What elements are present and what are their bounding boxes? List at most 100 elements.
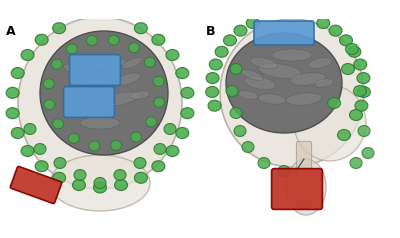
Ellipse shape <box>329 25 342 36</box>
Ellipse shape <box>362 148 374 159</box>
Ellipse shape <box>242 142 254 153</box>
Ellipse shape <box>44 100 55 110</box>
Ellipse shape <box>51 59 62 69</box>
FancyBboxPatch shape <box>64 87 114 117</box>
Ellipse shape <box>21 145 34 157</box>
Ellipse shape <box>6 108 19 119</box>
Ellipse shape <box>72 179 86 191</box>
Ellipse shape <box>308 58 332 69</box>
Ellipse shape <box>134 23 147 34</box>
Ellipse shape <box>350 158 362 169</box>
Ellipse shape <box>176 68 189 79</box>
Ellipse shape <box>6 87 19 98</box>
Ellipse shape <box>230 64 242 74</box>
Ellipse shape <box>314 79 334 87</box>
Ellipse shape <box>111 140 122 150</box>
Ellipse shape <box>131 132 142 142</box>
Ellipse shape <box>144 57 155 67</box>
Ellipse shape <box>286 93 322 105</box>
Ellipse shape <box>34 144 46 154</box>
Ellipse shape <box>230 108 242 119</box>
Ellipse shape <box>114 179 128 191</box>
Ellipse shape <box>134 172 147 183</box>
Ellipse shape <box>181 87 194 98</box>
Ellipse shape <box>206 86 219 98</box>
Ellipse shape <box>154 144 166 154</box>
Ellipse shape <box>181 108 194 119</box>
Ellipse shape <box>53 23 66 34</box>
Ellipse shape <box>66 44 77 54</box>
Ellipse shape <box>128 43 140 53</box>
Ellipse shape <box>153 76 164 86</box>
Ellipse shape <box>114 169 126 180</box>
Ellipse shape <box>176 128 189 139</box>
Ellipse shape <box>250 57 278 69</box>
Ellipse shape <box>74 57 102 69</box>
Ellipse shape <box>68 133 80 143</box>
Ellipse shape <box>94 182 106 193</box>
Ellipse shape <box>208 100 221 111</box>
Ellipse shape <box>11 68 24 79</box>
Ellipse shape <box>86 35 97 45</box>
Ellipse shape <box>357 73 370 84</box>
Ellipse shape <box>74 169 86 180</box>
Ellipse shape <box>152 34 165 45</box>
Ellipse shape <box>328 98 340 109</box>
Ellipse shape <box>278 165 290 177</box>
Ellipse shape <box>146 117 157 127</box>
Ellipse shape <box>89 141 100 151</box>
Ellipse shape <box>54 158 66 169</box>
Ellipse shape <box>209 59 222 70</box>
Ellipse shape <box>50 155 150 211</box>
Ellipse shape <box>66 100 102 114</box>
Ellipse shape <box>164 124 176 134</box>
Ellipse shape <box>258 158 270 169</box>
Ellipse shape <box>258 94 286 104</box>
Ellipse shape <box>134 158 146 169</box>
Ellipse shape <box>258 63 302 79</box>
Ellipse shape <box>246 18 259 29</box>
FancyBboxPatch shape <box>70 55 120 85</box>
Text: A: A <box>6 25 16 38</box>
Ellipse shape <box>224 35 236 46</box>
Ellipse shape <box>21 50 34 60</box>
Ellipse shape <box>244 76 276 89</box>
Text: B: B <box>206 25 216 38</box>
Ellipse shape <box>40 31 168 155</box>
Ellipse shape <box>80 117 120 129</box>
Ellipse shape <box>166 145 179 157</box>
Ellipse shape <box>53 172 66 183</box>
Ellipse shape <box>234 125 246 137</box>
Ellipse shape <box>43 79 54 89</box>
Ellipse shape <box>342 64 354 74</box>
Ellipse shape <box>234 25 247 36</box>
Ellipse shape <box>346 44 358 55</box>
Ellipse shape <box>35 161 48 172</box>
Ellipse shape <box>348 46 361 57</box>
Ellipse shape <box>358 125 370 137</box>
Ellipse shape <box>357 86 370 98</box>
Ellipse shape <box>286 159 326 215</box>
Ellipse shape <box>290 73 326 85</box>
Ellipse shape <box>152 161 165 172</box>
Ellipse shape <box>226 33 342 133</box>
Ellipse shape <box>75 70 117 88</box>
Ellipse shape <box>154 97 165 107</box>
Ellipse shape <box>64 64 80 74</box>
Ellipse shape <box>166 50 179 60</box>
Ellipse shape <box>94 178 106 188</box>
Ellipse shape <box>338 129 350 140</box>
Ellipse shape <box>272 49 312 61</box>
Ellipse shape <box>18 17 182 189</box>
Ellipse shape <box>350 109 362 120</box>
Ellipse shape <box>35 34 48 45</box>
FancyBboxPatch shape <box>10 166 62 203</box>
Ellipse shape <box>100 92 140 106</box>
Ellipse shape <box>116 73 140 85</box>
Ellipse shape <box>130 91 150 99</box>
Ellipse shape <box>94 58 126 68</box>
Ellipse shape <box>317 18 330 29</box>
Ellipse shape <box>294 85 366 161</box>
Ellipse shape <box>63 87 85 95</box>
Ellipse shape <box>108 35 119 45</box>
